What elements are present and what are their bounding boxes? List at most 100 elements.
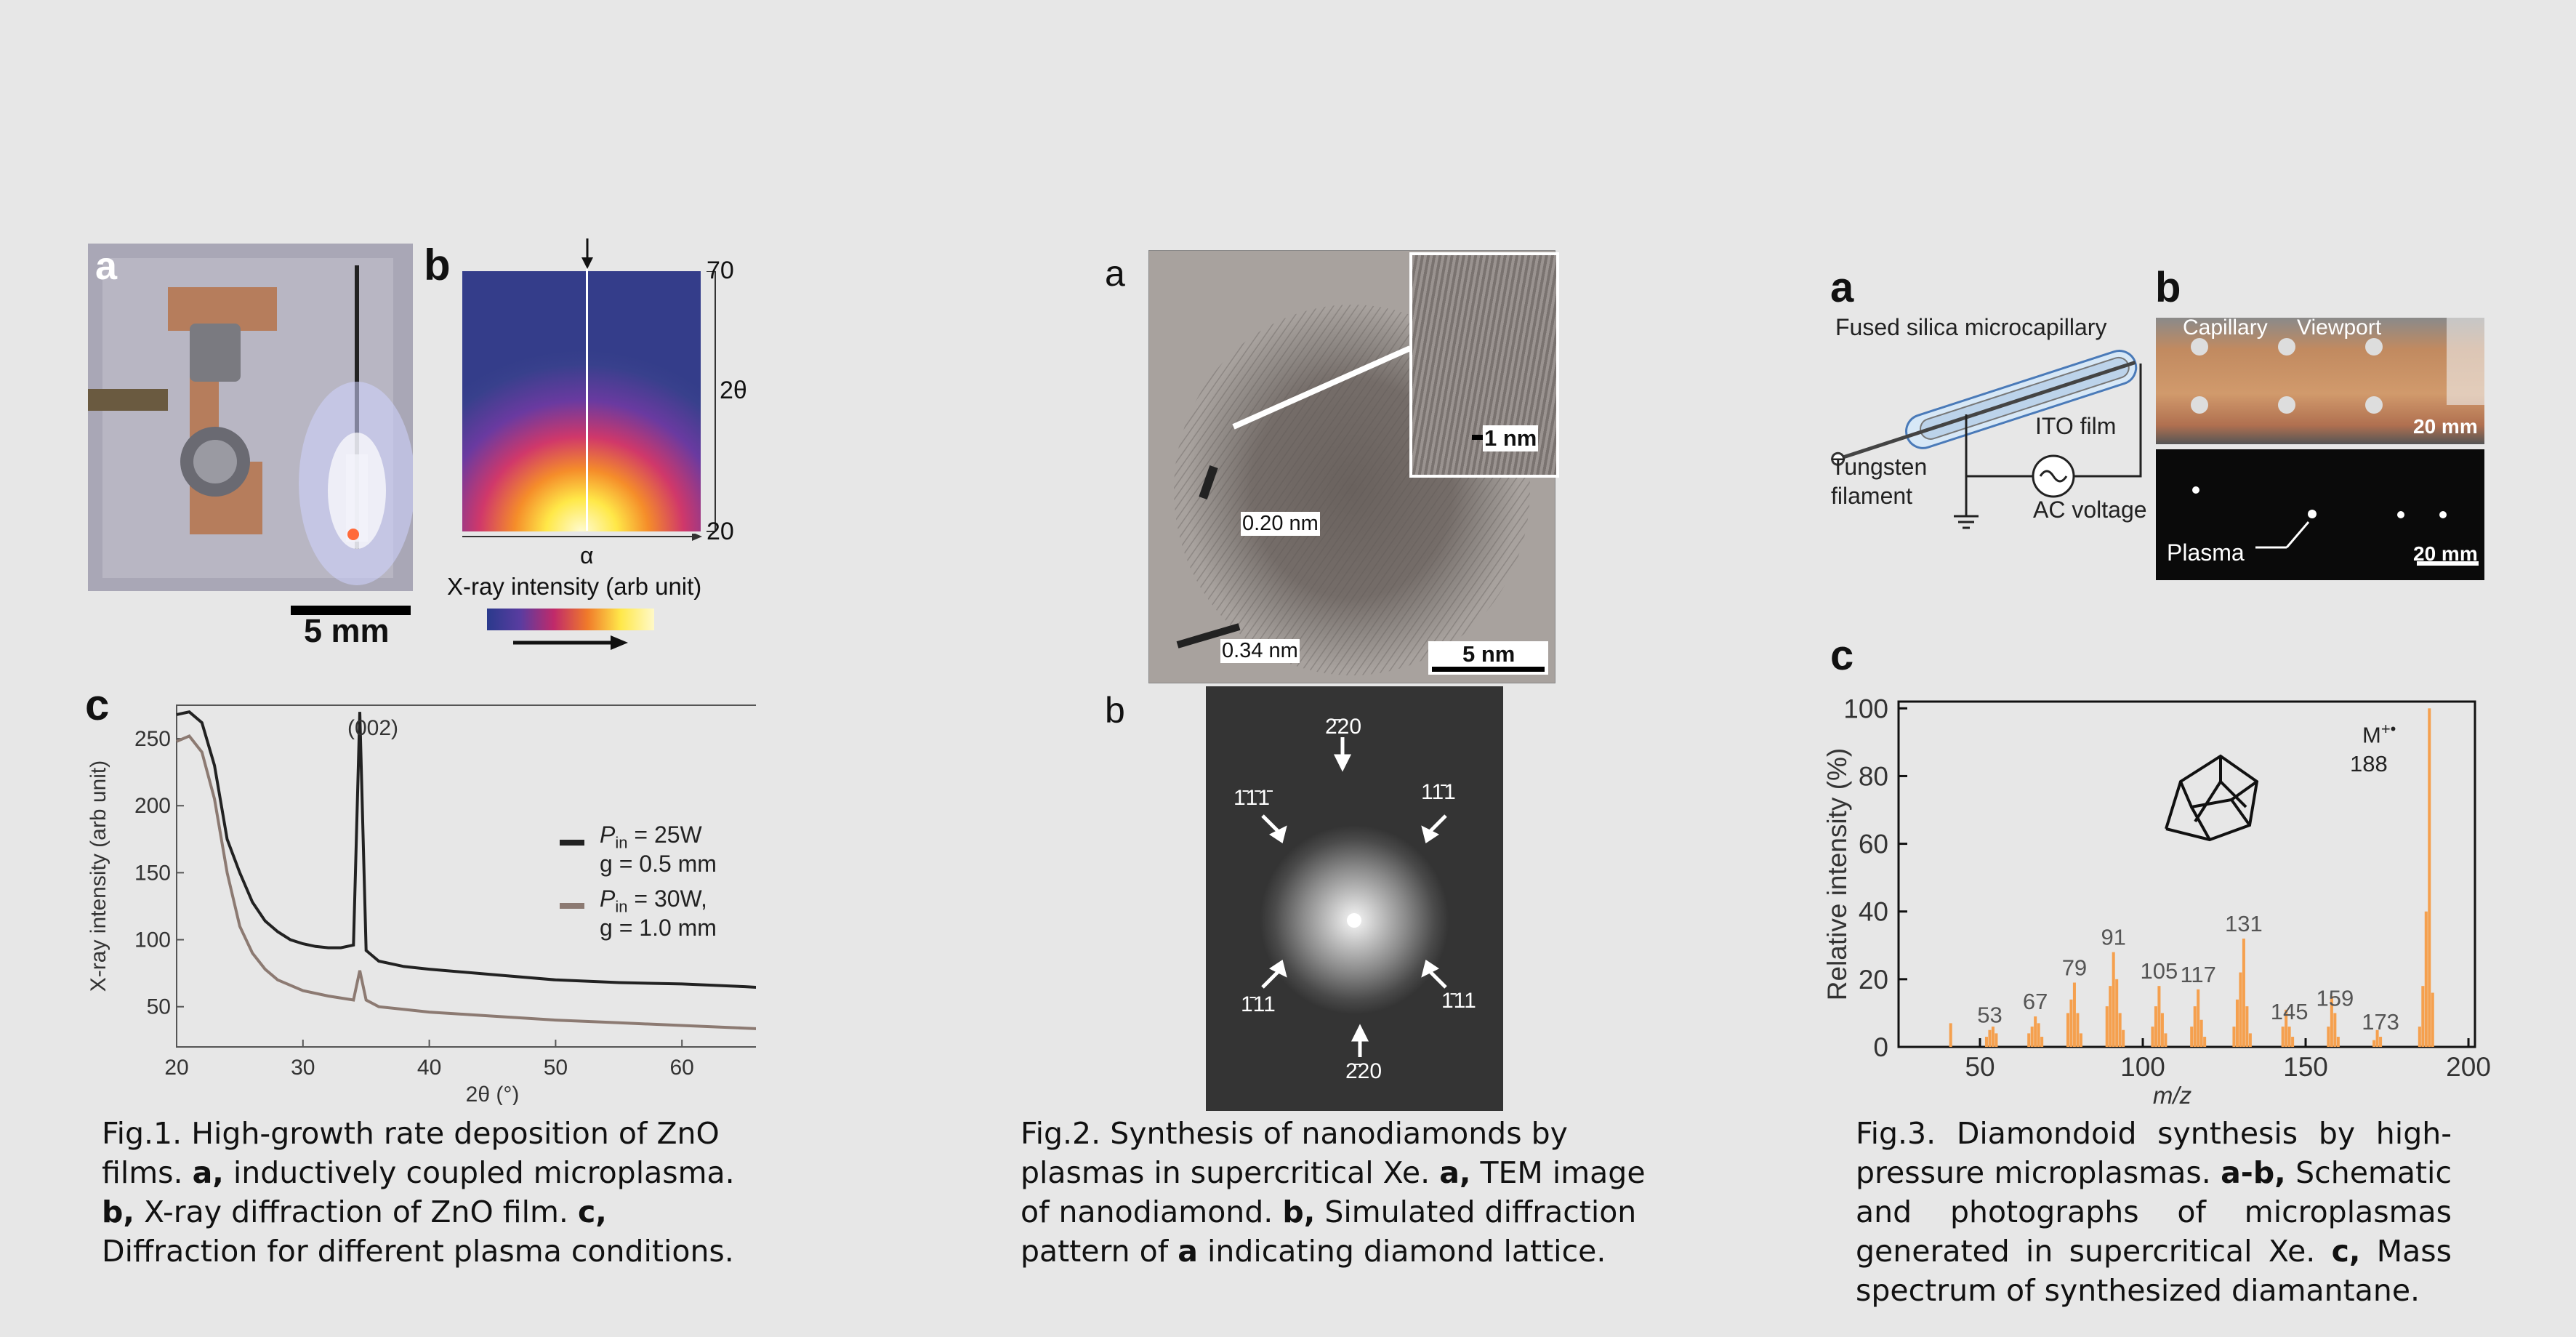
spectrum-bar <box>2076 1013 2080 1047</box>
spectrum-bar <box>2330 996 2333 1047</box>
fig3-capillary-label: Fused silica microcapillary <box>1835 314 2107 340</box>
fig2-diffraction-pattern <box>1206 686 1503 1111</box>
fig1-xrd-chart: 203040506070501001502002502θ (°)X-ray in… <box>86 704 756 1105</box>
fig3-b-scale-top: 20 mm <box>2413 415 2478 438</box>
fig1-colorbar-label: X-ray intensity (arb unit) <box>447 573 702 600</box>
peak-label: 131 <box>2225 911 2263 936</box>
fig3-plasma-photo <box>2156 449 2484 580</box>
x-tick-label: 40 <box>417 1056 441 1080</box>
spectrum-bar <box>1991 1027 1995 1047</box>
fig1-scale-bar <box>291 606 411 615</box>
spectrum-bar <box>2122 1029 2125 1047</box>
spectrum-bar <box>2160 1013 2164 1047</box>
y-tick-label: 100 <box>134 928 171 952</box>
fig1-legend-g-1: g = 0.5 mm <box>600 851 717 877</box>
fig2-inset-scale-label: 1 nm <box>1483 425 1539 451</box>
fig1-microplasma-photo <box>88 244 413 591</box>
fig2-diffraction-marks <box>1261 737 1447 1057</box>
spectrum-bar <box>2421 986 2425 1047</box>
spectrum-bar <box>2105 1006 2109 1047</box>
peak-label: 91 <box>2101 925 2125 950</box>
spectrum-bar <box>1988 1029 1992 1047</box>
series-line-1 <box>176 710 756 989</box>
peak-label: 67 <box>2023 989 2048 1014</box>
y-tick-label: 0 <box>1873 1032 1888 1062</box>
spectrum-bar <box>2285 1009 2288 1047</box>
fig1-legend-entry-2: Pin = 30W, <box>600 886 707 916</box>
spectrum-bar <box>2333 1013 2337 1047</box>
spectrum-bar <box>2118 1013 2122 1047</box>
fig2-spot-label-3: 11̄1 <box>1421 780 1456 804</box>
spectrum-bar <box>2069 999 2073 1047</box>
fig3-diamantane-structure-icon <box>2165 754 2259 842</box>
fig2-caption: Fig.2. Synthesis of nanodiamonds by plas… <box>1021 1116 1646 1269</box>
fig1-axis-top: 70 <box>707 257 734 284</box>
peak-label: 145 <box>2271 999 2309 1024</box>
spectrum-bar <box>1984 1037 1988 1047</box>
fig1-panel-b-label: b <box>424 241 451 289</box>
fig1-axis-alpha-label: α <box>580 542 594 569</box>
fig3-b-capillary-label: Capillary <box>2183 316 2268 340</box>
fig1-colorbar-arrow-icon <box>513 635 628 650</box>
fig1-axis-bottom: 20 <box>707 518 734 545</box>
fig1-panel-c-label: c <box>85 680 110 729</box>
fig1-incident-arrow-icon <box>581 238 593 269</box>
x-tick-label: 200 <box>2446 1052 2491 1082</box>
fig3-b-viewport-label: Viewport <box>2297 316 2382 340</box>
peak-label: 53 <box>1977 1003 2002 1028</box>
spectrum-bar <box>2372 1040 2376 1047</box>
y-tick-label: 250 <box>134 727 171 751</box>
series-line-2 <box>176 734 756 1030</box>
fig1-legend-swatch-1 <box>560 840 584 846</box>
y-axis-label: Relative intensity (%) <box>1822 748 1852 1001</box>
spectrum-bar <box>2235 999 2239 1047</box>
fig1-beam-line <box>586 266 588 531</box>
spectrum-bar <box>1949 1023 1952 1047</box>
x-axis-label: 2θ (°) <box>466 1083 520 1105</box>
spectrum-bar <box>2281 1027 2285 1047</box>
fig3-ito-label: ITO film <box>2035 413 2117 439</box>
spectrum-bar <box>2066 1013 2069 1047</box>
fig1-photo-drawing <box>88 244 413 591</box>
fig2-panel-b-label: b <box>1105 690 1125 731</box>
spectrum-bar <box>2154 1006 2157 1047</box>
spectrum-bar <box>2112 952 2115 1047</box>
fig1-legend-swatch-2 <box>560 903 584 909</box>
x-tick-label: 50 <box>1965 1052 1995 1082</box>
y-tick-label: 40 <box>1859 897 1888 927</box>
spectrum-bar <box>2190 1027 2194 1047</box>
spectrum-bar <box>2327 1027 2330 1047</box>
fig2-spot-label-4: 1̄11 <box>1241 992 1276 1016</box>
spectrum-bar <box>2040 1037 2044 1047</box>
fig3-b-plasma-label: Plasma <box>2167 539 2245 566</box>
fig1-axis-2theta-label: 2θ <box>720 377 747 404</box>
spectrum-bar <box>2197 989 2200 1047</box>
fig3-mass-188: 188 <box>2350 751 2388 776</box>
fig1-2theta-axis <box>707 271 716 532</box>
fig3-ion-label: M+• <box>2362 720 2396 748</box>
fig2-spot-label-2: 1̄1̄1̄ <box>1233 786 1271 810</box>
fig2-panel-a-label: a <box>1105 253 1125 294</box>
spectrum-bar <box>2239 972 2242 1047</box>
spectrum-bar <box>2072 982 2076 1047</box>
spectrum-bar <box>2157 986 2161 1047</box>
peak-label: 173 <box>2362 1009 2399 1035</box>
fig1-colorbar <box>487 609 654 630</box>
fig3-schematic <box>1831 350 2142 529</box>
spectrum-bar <box>2151 1027 2154 1047</box>
spectrum-bar <box>2193 1006 2197 1047</box>
fig3-panel-c-label: c <box>1830 632 1854 679</box>
fig3-b-scale-bottom: 20 mm <box>2413 542 2478 565</box>
y-tick-label: 150 <box>134 861 171 885</box>
fig2-spot-label-1: 2̄20 <box>1325 715 1362 739</box>
x-tick-label: 150 <box>2283 1052 2328 1082</box>
fig3-b-scale-bar <box>2417 561 2479 566</box>
spectrum-bar <box>2248 1033 2252 1047</box>
fig1-peak-label: (002) <box>347 716 399 740</box>
spectrum-bar <box>2291 1037 2295 1047</box>
fig1-scale-bar-label: 5 mm <box>304 612 390 649</box>
x-axis-label: m/z <box>2153 1082 2192 1105</box>
peak-label: 79 <box>2062 955 2087 981</box>
y-tick-label: 20 <box>1859 965 1888 995</box>
